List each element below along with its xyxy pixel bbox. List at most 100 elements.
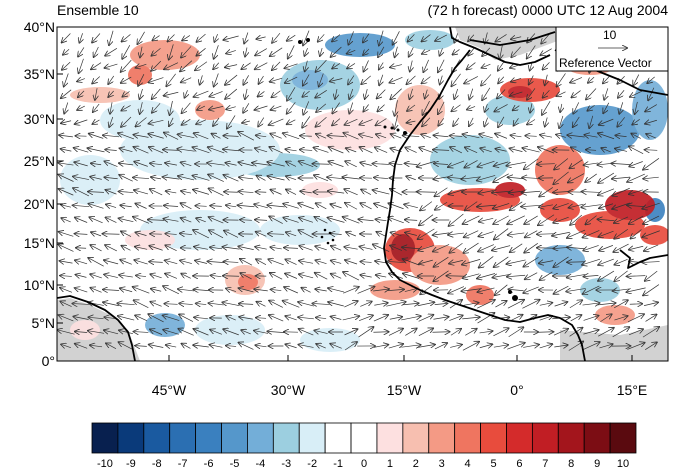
wind-vector	[223, 329, 239, 336]
wind-vector	[522, 191, 541, 193]
wind-vector	[403, 303, 418, 305]
wind-vector	[214, 45, 219, 59]
wind-vector	[140, 46, 142, 58]
wind-vector	[181, 162, 192, 165]
wind-vector	[119, 342, 134, 351]
colorbar-label: 1	[386, 458, 393, 470]
wind-vector	[180, 260, 192, 263]
wind-vector	[299, 218, 314, 223]
wind-vector	[93, 103, 100, 112]
wind-vector	[90, 288, 102, 293]
wind-vector	[596, 303, 615, 305]
wind-vector	[209, 230, 224, 239]
wind-vector	[507, 275, 526, 277]
wind-vector	[90, 245, 102, 252]
wind-vector	[318, 34, 325, 41]
wind-vector	[255, 247, 267, 249]
wind-vector	[611, 163, 631, 164]
wind-vector	[522, 177, 540, 178]
wind-vector	[645, 342, 657, 350]
wind-vector	[482, 64, 491, 68]
wind-vector	[213, 62, 220, 70]
wind-vector	[405, 147, 417, 153]
wind-vector	[376, 219, 387, 220]
wind-vector	[210, 206, 222, 207]
wind-vector	[462, 342, 479, 351]
wind-vector	[119, 218, 134, 221]
wind-vector	[135, 315, 147, 321]
wind-vector	[573, 102, 580, 113]
wind-vector	[395, 46, 398, 57]
wind-vector	[453, 117, 460, 126]
wind-vector	[226, 107, 236, 110]
wind-vector	[425, 89, 428, 99]
colorbar-label: -8	[151, 458, 162, 470]
wind-vector	[588, 76, 595, 83]
wind-vector	[288, 45, 295, 58]
wind-vector	[343, 287, 358, 294]
wind-vector	[373, 289, 389, 291]
wind-vector	[254, 204, 268, 208]
wind-vector	[119, 275, 133, 277]
wind-vector	[223, 149, 240, 150]
wind-vector	[627, 276, 646, 277]
wind-vector	[227, 115, 236, 128]
wind-vector	[375, 147, 388, 153]
wind-vector	[59, 163, 74, 165]
wind-vector	[207, 163, 225, 165]
wind-vector	[379, 30, 384, 46]
colorbar-swatch	[298, 422, 326, 454]
wind-vector	[582, 258, 601, 265]
wind-vector	[57, 330, 75, 335]
wind-vector	[374, 303, 387, 305]
wind-vector	[62, 61, 71, 70]
wind-vector	[241, 330, 251, 334]
wind-vector	[589, 115, 593, 128]
wind-vector	[645, 270, 658, 281]
wind-vector	[255, 48, 268, 56]
wind-vector	[642, 327, 659, 338]
wind-vector	[270, 273, 283, 280]
wind-vector	[614, 316, 627, 321]
wind-vector	[377, 89, 386, 99]
wind-vector	[374, 204, 388, 209]
wind-vector	[181, 203, 192, 210]
wind-vector	[332, 34, 341, 41]
wind-vector	[208, 147, 225, 154]
wind-vector	[213, 117, 220, 126]
wind-vector	[245, 47, 247, 56]
wind-vector	[360, 262, 372, 263]
wind-vector	[170, 100, 173, 115]
wind-vector	[103, 290, 120, 291]
wind-vector	[165, 274, 178, 279]
colorbar-label: 8	[568, 458, 575, 470]
wind-vector	[629, 161, 643, 166]
wind-vector	[74, 148, 89, 153]
wind-vector	[403, 273, 420, 279]
wind-vector	[109, 116, 113, 127]
wind-vector	[224, 262, 239, 263]
wind-vector	[614, 258, 628, 264]
wind-vector	[106, 204, 117, 207]
wind-vector	[181, 218, 192, 222]
wind-vector	[493, 345, 508, 347]
wind-vector	[240, 259, 253, 266]
wind-vector	[406, 176, 416, 179]
wind-vector	[539, 187, 553, 196]
wind-vector	[92, 33, 101, 42]
wind-vector	[522, 300, 539, 309]
wind-vector	[343, 133, 359, 140]
wind-vector	[332, 118, 341, 126]
wind-vector	[394, 114, 397, 129]
wind-vector	[645, 120, 657, 124]
wind-vector	[571, 147, 582, 153]
wind-vector	[209, 106, 224, 109]
wind-vector	[521, 205, 541, 206]
wind-vector	[196, 120, 207, 124]
wind-vector	[529, 75, 534, 85]
wind-vector	[434, 135, 449, 137]
colorbar-swatch	[91, 422, 119, 454]
wind-vector	[287, 34, 296, 41]
wind-vector	[193, 345, 209, 347]
wind-vector	[272, 32, 281, 43]
